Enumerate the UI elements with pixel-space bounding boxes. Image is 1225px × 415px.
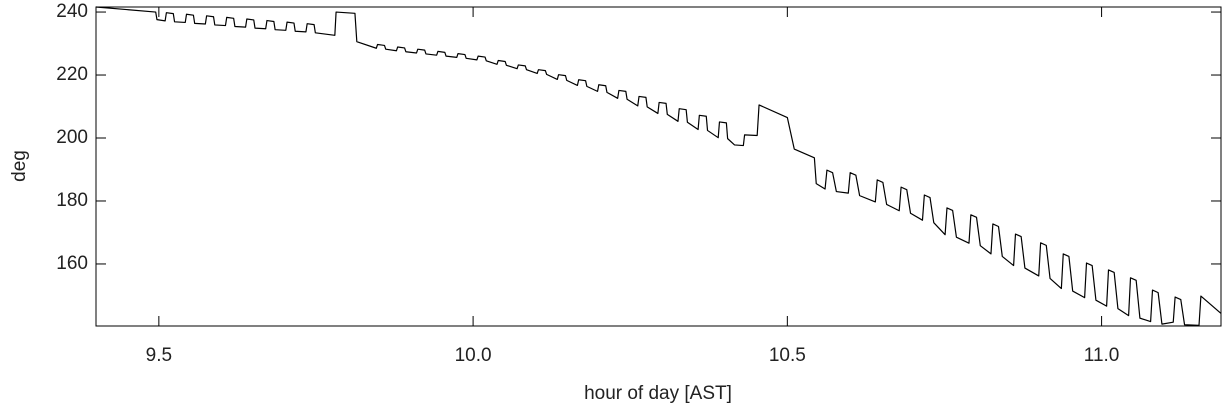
y-tick-label: 220: [56, 64, 88, 85]
y-tick-label: 180: [56, 190, 88, 211]
plot-frame: [95, 6, 1222, 327]
x-tick-label: 11.0: [1084, 345, 1120, 366]
x-tick-label: 10.5: [769, 345, 806, 366]
y-tick-label: 160: [56, 253, 88, 274]
x-axis-label: hour of day [AST]: [584, 383, 732, 404]
data-line: [95, 6, 1222, 326]
x-tick-label: 10.0: [455, 345, 492, 366]
y-tick-label: 240: [56, 1, 88, 22]
x-tick-label: 9.5: [146, 345, 172, 366]
y-axis-label: deg: [9, 150, 30, 182]
y-tick-label: 200: [56, 127, 88, 148]
